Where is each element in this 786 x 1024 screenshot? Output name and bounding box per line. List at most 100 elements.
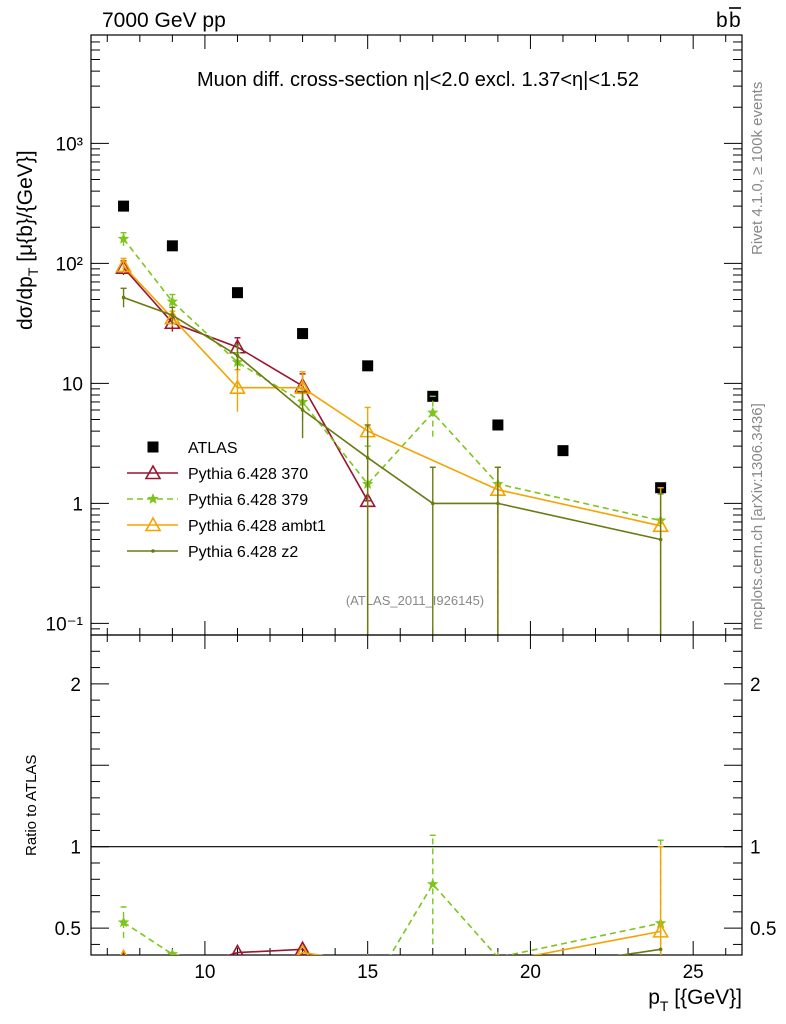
- x-axis-label: pT [{GeV}]: [648, 986, 742, 1014]
- series-0-point: [557, 445, 569, 457]
- series-2-ratio-point: [297, 960, 308, 971]
- series-1-ratio-point: [294, 940, 311, 955]
- series-4-ratio-point: [658, 947, 663, 952]
- series-4-point: [300, 408, 305, 412]
- y-axis-label-sub: T: [25, 267, 41, 276]
- series-2-ratio-point: [496, 951, 500, 955]
- y-tick-label: 10²: [56, 254, 83, 275]
- series-4-main: [120, 287, 664, 635]
- ratio-tick-label-left: 2: [70, 675, 81, 696]
- legend-marker: [147, 493, 159, 504]
- series-4-ratio: [122, 947, 663, 984]
- header-process-b: b: [716, 9, 728, 32]
- header-process-bbar: b: [729, 9, 741, 32]
- x-tick-label: 25: [683, 962, 704, 983]
- header-collision: 7000 GeV pp: [102, 9, 226, 32]
- series-4-point: [170, 313, 175, 317]
- legend-entry-2: Pythia 6.428 379: [127, 492, 308, 509]
- series-0-point: [118, 200, 130, 212]
- legend-marker: [144, 464, 162, 480]
- series-0-point: [492, 419, 504, 431]
- ratio-tick-label-left: 1: [70, 838, 81, 859]
- series-1-ratio-point: [231, 943, 244, 955]
- series-2-ratio-point: [427, 878, 439, 889]
- series-1-ratio-point: [361, 990, 375, 1003]
- ratio-y-axis-label: Ratio to ATLAS: [23, 755, 40, 856]
- ratio-tick-label-right: 0.5: [750, 919, 776, 940]
- ratio-y-ticks: [91, 650, 742, 945]
- y-axis-label: dσ/dpT [μ{b}/{GeV}]: [14, 150, 41, 330]
- main-panel: 10⁻¹ 1 10 10² 10³: [46, 34, 743, 955]
- legend-label: Pythia 6.428 ambt1: [188, 518, 326, 535]
- series-4-point: [658, 537, 663, 542]
- x-axis-label-main: p: [648, 986, 660, 1009]
- series-4-point: [365, 455, 370, 460]
- ratio-panel: 10 15 20 25 0.5 0.5 1 1 2 2: [55, 634, 776, 1003]
- ratio-tick-label-right: 2: [750, 675, 761, 696]
- series-4-point: [121, 295, 126, 300]
- mcplots-label: mcplots.cern.ch [arXiv:1306.3436]: [749, 403, 766, 630]
- x-tick-label: 15: [357, 962, 378, 983]
- x-tick-label: 10: [194, 962, 215, 983]
- y-ticks: [91, 34, 742, 636]
- series-4-ratio-point: [301, 970, 305, 974]
- ratio-tick-label-right: 1: [750, 838, 761, 859]
- series-3-ratio-point: [230, 976, 244, 989]
- y-tick-label: 10: [62, 374, 83, 395]
- series-2-ratio-point: [232, 961, 243, 972]
- series-2-point: [117, 232, 130, 244]
- y-axis-label-main: dσ/dp: [14, 276, 37, 330]
- legend-entry-4: Pythia 6.428 z2: [127, 544, 298, 561]
- chart-title: Muon diff. cross-section η|<2.0 excl. 1.…: [197, 69, 639, 91]
- ratio-data: [117, 834, 669, 1003]
- series-0-point: [166, 240, 178, 252]
- x-axis-label-unit: [{GeV}]: [668, 986, 742, 1009]
- series-3-point: [229, 379, 246, 395]
- y-tick-label: 10³: [56, 134, 83, 155]
- series-2-ratio-point: [166, 948, 179, 955]
- series-3-ratio-point: [497, 953, 499, 955]
- series-2-main: [117, 232, 667, 635]
- series-0-point: [231, 287, 243, 299]
- ratio-frame: [90, 634, 743, 956]
- series-4-point: [430, 501, 435, 506]
- y-tick-label: 10⁻¹: [46, 614, 84, 635]
- series-2-point: [166, 295, 179, 307]
- legend-label: Pythia 6.428 370: [188, 466, 308, 483]
- series-4-ratio-point: [171, 965, 175, 969]
- legend-marker: [144, 516, 162, 532]
- legend: ATLAS Pythia 6.428 370 Pythia 6.428 379 Pyt…: [127, 440, 326, 561]
- series-0-point: [362, 360, 374, 372]
- series-4-line: [123, 296, 661, 541]
- x-axis-label-sub: T: [660, 998, 669, 1014]
- series-1-point: [115, 259, 132, 275]
- series-0-point: [297, 328, 309, 340]
- legend-marker: [147, 441, 159, 453]
- analysis-id: (ATLAS_2011_I926145): [346, 593, 484, 608]
- series-2-ratio-point: [362, 987, 373, 998]
- legend-entry-3: Pythia 6.428 ambt1: [127, 516, 326, 535]
- legend-marker: [151, 549, 155, 553]
- legend-label: ATLAS: [188, 440, 238, 457]
- series-2-line: [122, 238, 661, 522]
- x-tick-label: 20: [520, 962, 541, 983]
- series-4-point: [496, 501, 500, 506]
- y-axis-label-unit: [μ{b}/{GeV}]: [14, 150, 37, 267]
- series-3-ratio-line: [295, 930, 661, 955]
- series-1-ratio-point: [120, 950, 127, 955]
- legend-entry-1: Pythia 6.428 370: [127, 464, 308, 483]
- series-1-ratio: [120, 940, 375, 1003]
- series-3-ratio-point: [165, 962, 179, 975]
- series-3-ratio-point: [296, 943, 309, 955]
- series-1-ratio-point: [165, 965, 179, 978]
- series-3-ratio-point: [652, 922, 669, 938]
- series-1-ratio-line: [226, 948, 312, 955]
- ratio-tick-label-left: 0.5: [55, 919, 81, 940]
- series-4-ratio-point: [496, 972, 500, 976]
- series-4-point: [235, 353, 240, 358]
- y-tick-label: 1: [72, 494, 83, 515]
- series-4-ratio-point: [122, 980, 126, 984]
- legend-label: Pythia 6.428 379: [188, 492, 308, 509]
- legend-label: Pythia 6.428 z2: [188, 544, 298, 561]
